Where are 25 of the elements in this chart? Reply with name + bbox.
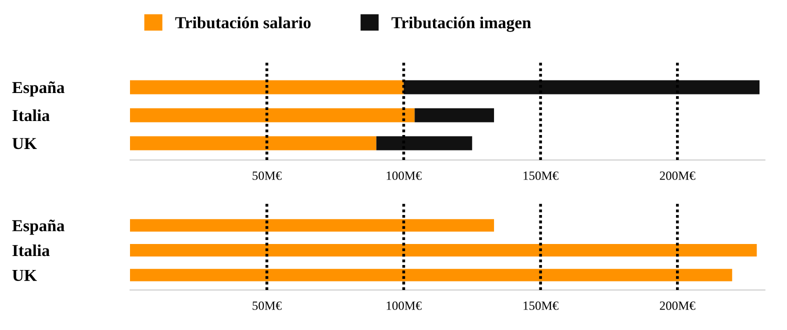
y-tick-label: España — [12, 220, 64, 235]
x-tick-label: 100M€ — [386, 301, 422, 310]
legend-label: Tributación salario — [175, 16, 311, 28]
bar — [130, 244, 757, 256]
y-tick-label: Italia — [12, 109, 50, 122]
bar — [130, 136, 376, 150]
x-tick-label: 200M€ — [660, 301, 696, 310]
y-tick-label: Italia — [12, 244, 50, 256]
legend-label: Tributación imagen — [392, 16, 532, 32]
bar — [376, 136, 472, 150]
bar — [130, 80, 404, 94]
x-tick-label: 50M€ — [252, 171, 282, 180]
bar — [130, 268, 732, 282]
bar — [414, 108, 494, 122]
bar — [404, 80, 760, 94]
x-tick-label: 100M€ — [386, 171, 422, 180]
x-tick-label: 150M€ — [524, 171, 558, 180]
bar — [130, 219, 494, 232]
x-tick-label: 200M€ — [660, 171, 696, 180]
y-tick-label: UK — [12, 138, 37, 150]
x-tick-label: 50M€ — [252, 301, 282, 310]
y-tick-label: España — [12, 81, 64, 97]
bar — [130, 108, 415, 122]
y-tick-label: UK — [12, 270, 37, 282]
x-tick-label: 150M€ — [524, 301, 558, 310]
